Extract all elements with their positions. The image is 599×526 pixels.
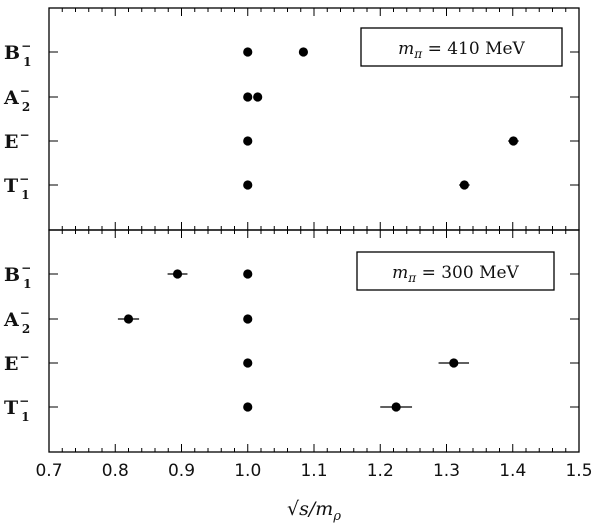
data-point bbox=[391, 402, 401, 412]
data-point bbox=[243, 314, 253, 324]
data-point bbox=[459, 180, 469, 190]
data-point bbox=[449, 358, 459, 368]
data-point bbox=[243, 269, 253, 279]
data-point bbox=[243, 47, 253, 57]
data-point bbox=[253, 92, 263, 102]
legend-label: mπ = 410 MeV bbox=[398, 39, 525, 61]
category-label: B− 1 bbox=[4, 39, 31, 69]
x-tick-label: 0.9 bbox=[168, 461, 195, 481]
x-tick-label: 1.4 bbox=[499, 461, 526, 481]
x-tick-label: 0.8 bbox=[102, 461, 129, 481]
data-point bbox=[243, 136, 253, 146]
data-point bbox=[172, 269, 183, 279]
x-tick-label: 1.1 bbox=[300, 461, 327, 481]
data-point bbox=[243, 358, 253, 368]
category-label: A− 2 bbox=[3, 306, 30, 336]
data-point bbox=[243, 92, 253, 102]
data-point bbox=[243, 180, 253, 190]
category-label: A− 2 bbox=[3, 84, 30, 114]
category-label: T− 1 bbox=[4, 394, 30, 424]
category-label: E− bbox=[4, 350, 30, 375]
x-tick-label: 1.5 bbox=[565, 461, 592, 481]
x-tick-label: 1.2 bbox=[367, 461, 394, 481]
data-point bbox=[123, 314, 134, 324]
category-label: B− 1 bbox=[4, 261, 31, 291]
x-tick-label: 0.7 bbox=[35, 461, 62, 481]
x-axis-label: √s/mρ bbox=[287, 498, 341, 524]
legend-box bbox=[356, 251, 555, 291]
category-label: T− 1 bbox=[4, 172, 30, 202]
data-point bbox=[298, 47, 308, 57]
category-label: E− bbox=[4, 128, 30, 153]
panel-1: B− 1 A− 2 E− T− 1 mπ = 410 MeV bbox=[3, 7, 580, 231]
data-point bbox=[243, 402, 253, 412]
x-tick-label: 1.3 bbox=[433, 461, 460, 481]
x-tick-label: 1.0 bbox=[234, 461, 261, 481]
panel-2: B− 1 A− 2 E− T− 1 mπ = 300 MeV bbox=[3, 229, 580, 453]
legend-box bbox=[360, 27, 563, 67]
data-point bbox=[508, 136, 519, 146]
legend-label: mπ = 300 MeV bbox=[392, 263, 519, 285]
